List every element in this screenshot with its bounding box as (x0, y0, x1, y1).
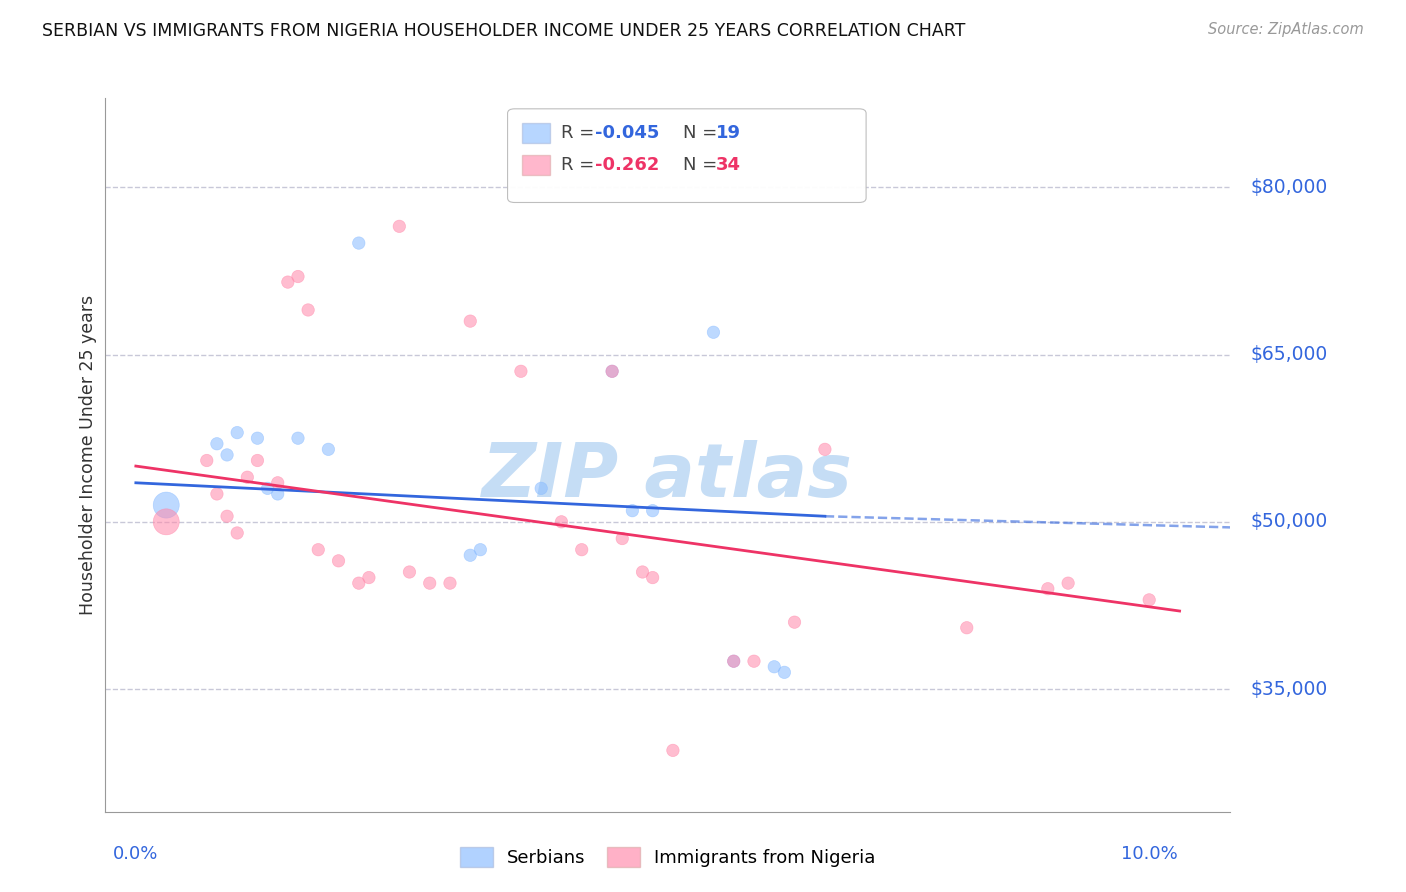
Point (357, 571, 380, 585)
Text: R =: R = (561, 124, 600, 142)
Point (419, 576, 441, 591)
Point (1137, 592, 1160, 607)
Point (277, 275, 299, 289)
Point (246, 431, 269, 445)
Point (1057, 576, 1080, 591)
Text: 34: 34 (716, 156, 741, 174)
Text: Source: ZipAtlas.com: Source: ZipAtlas.com (1208, 22, 1364, 37)
Text: N =: N = (683, 156, 723, 174)
Text: 0.0%: 0.0% (112, 846, 159, 863)
Point (287, 269, 309, 284)
Point (287, 431, 309, 445)
Point (388, 219, 411, 234)
Point (297, 303, 319, 318)
Point (318, 442, 340, 457)
Point (662, 743, 685, 757)
Point (571, 542, 593, 557)
Point (641, 571, 664, 585)
Point (1036, 582, 1059, 596)
Point (226, 526, 249, 541)
Text: SERBIAN VS IMMIGRANTS FROM NIGERIA HOUSEHOLDER INCOME UNDER 25 YEARS CORRELATION: SERBIAN VS IMMIGRANTS FROM NIGERIA HOUSE… (42, 22, 966, 40)
Point (256, 482, 278, 496)
Point (600, 364, 623, 378)
Point (600, 364, 623, 378)
Point (723, 654, 745, 668)
Point (195, 453, 218, 467)
Point (215, 509, 238, 524)
Text: $80,000: $80,000 (1250, 178, 1327, 197)
Point (155, 498, 177, 512)
Point (398, 565, 420, 579)
Point (236, 470, 259, 484)
Point (631, 565, 654, 579)
Point (742, 654, 765, 668)
Point (783, 615, 806, 630)
Point (530, 482, 553, 496)
Point (458, 314, 481, 328)
Point (509, 364, 531, 378)
Point (205, 487, 228, 501)
Point (307, 542, 329, 557)
Point (246, 453, 269, 467)
Point (347, 576, 370, 591)
Text: 10.0%: 10.0% (1121, 846, 1178, 863)
Point (956, 621, 979, 635)
Point (267, 487, 290, 501)
Point (347, 236, 370, 251)
Text: $50,000: $50,000 (1250, 512, 1327, 532)
Point (814, 442, 837, 457)
Text: N =: N = (683, 124, 723, 142)
Point (702, 325, 724, 339)
Point (641, 503, 664, 517)
Text: R =: R = (561, 156, 600, 174)
Text: -0.262: -0.262 (595, 156, 659, 174)
Text: 19: 19 (716, 124, 741, 142)
Point (773, 665, 796, 680)
Point (205, 437, 228, 451)
Point (612, 532, 634, 546)
Point (470, 542, 492, 557)
Point (723, 654, 745, 668)
Point (763, 660, 786, 674)
Text: $35,000: $35,000 (1250, 680, 1327, 698)
Point (550, 515, 572, 529)
Point (328, 554, 350, 568)
Point (458, 548, 481, 563)
Point (226, 425, 249, 440)
Point (621, 503, 644, 517)
Y-axis label: Householder Income Under 25 years: Householder Income Under 25 years (79, 295, 97, 615)
Point (215, 448, 238, 462)
Point (267, 475, 290, 490)
Text: ZIP atlas: ZIP atlas (482, 440, 853, 513)
Legend: Serbians, Immigrants from Nigeria: Serbians, Immigrants from Nigeria (453, 839, 883, 874)
Text: -0.045: -0.045 (595, 124, 659, 142)
Text: $65,000: $65,000 (1250, 345, 1327, 364)
Point (155, 515, 177, 529)
Point (439, 576, 461, 591)
